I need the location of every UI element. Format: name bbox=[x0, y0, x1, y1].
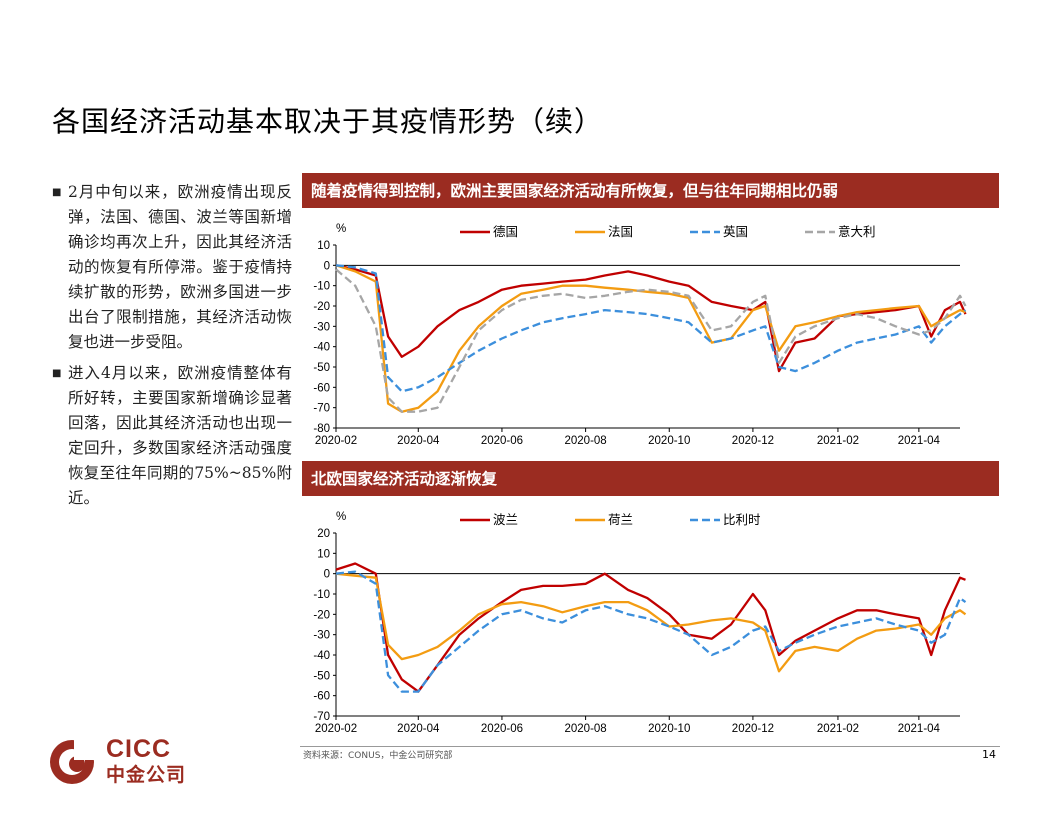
chart-1-y-tick-label: -50 bbox=[313, 362, 330, 374]
chart-2-y-tick-label: -70 bbox=[313, 711, 330, 723]
chart-1-y-tick-label: -10 bbox=[313, 281, 330, 293]
page-title: 各国经济活动基本取决于其疫情形势（续） bbox=[52, 105, 604, 138]
bullet-text: 2月中旬以来，欧洲疫情出现反弹，法国、德国、波兰等国新增确诊均再次上升，因此其经… bbox=[68, 183, 292, 351]
chart-1-y-unit-label: % bbox=[336, 223, 346, 235]
chart-1-x-tick-label: 2020-12 bbox=[732, 435, 774, 447]
chart-2-legend-label-3: 比利时 bbox=[723, 512, 761, 527]
chart-2-x-tick-label: 2021-02 bbox=[817, 723, 859, 735]
chart-1-legend-label-1: 德国 bbox=[493, 224, 518, 239]
chart-1-series-line-1 bbox=[335, 264, 967, 373]
bullet-square-icon: ■ bbox=[52, 187, 62, 198]
chart-1-x-tick-label: 2020-10 bbox=[648, 435, 690, 447]
chart-2-y-tick-label: 20 bbox=[317, 528, 330, 540]
chart-2-y-tick-label: -30 bbox=[313, 630, 330, 642]
source-note: 资料来源：CONUS，中金公司研究部 bbox=[303, 751, 453, 761]
chart-2-y-tick-label: 10 bbox=[317, 548, 330, 560]
chart-1-y-tick-label: -30 bbox=[313, 321, 330, 333]
chart-2-y-tick-label: -60 bbox=[313, 691, 330, 703]
chart-2-y-tick-label: -40 bbox=[313, 650, 330, 662]
chart-1: 10 0 -10 -20 -30 -40 -50 -60 -70 -80% 2020-02 2020-… bbox=[313, 223, 967, 447]
chart-2-y-tick-label: -10 bbox=[313, 589, 330, 601]
chart-2-legend-label-2: 荷兰 bbox=[608, 512, 633, 527]
logo-text-cn: 中金公司 bbox=[106, 764, 187, 786]
chart-2-y-unit-label: % bbox=[336, 511, 346, 523]
chart-2-series-line-1 bbox=[335, 562, 966, 693]
chart-2-legend-label-1: 波兰 bbox=[493, 512, 518, 527]
chart-2-y-tick-label: -50 bbox=[313, 670, 330, 682]
chart-1-y-tick-label: -40 bbox=[313, 342, 330, 354]
bullet-item: ■ 2月中旬以来，欧洲疫情出现反弹，法国、德国、波兰等国新增确诊均再次上升，因此… bbox=[52, 180, 292, 355]
bullet-text: 进入4月以来，欧洲疫情整体有所好转，主要国家新增确诊显著回落，因此其经济活动也出… bbox=[68, 364, 292, 507]
chart-2-title: 北欧国家经济活动逐渐恢复 bbox=[302, 461, 999, 496]
chart-2-x-tick-label: 2020-02 bbox=[315, 723, 357, 735]
chart-1-y-tick-label: -20 bbox=[313, 301, 330, 313]
chart-1-legend-label-4: 意大利 bbox=[838, 224, 876, 239]
chart-2-y-tick-label: -20 bbox=[313, 609, 330, 621]
chart-2-x-tick-label: 2021-04 bbox=[898, 723, 941, 735]
chart-2-x-tick-label: 2020-10 bbox=[648, 723, 690, 735]
chart-2-x-tick-label: 2020-06 bbox=[481, 723, 523, 735]
chart-2-x-tick-label: 2020-12 bbox=[732, 723, 774, 735]
footer-divider bbox=[300, 746, 1000, 747]
chart-1-x-tick-label: 2021-04 bbox=[898, 435, 941, 447]
chart-1-title: 随着疫情得到控制，欧洲主要国家经济活动有所恢复，但与往年同期相比仍弱 bbox=[302, 173, 999, 208]
chart-1-series-line-4 bbox=[335, 268, 967, 413]
bullet-item: ■ 进入4月以来，欧洲疫情整体有所好转，主要国家新增确诊显著回落，因此其经济活动… bbox=[52, 361, 292, 511]
chart-2-y-tick-label: 0 bbox=[324, 569, 330, 581]
chart-2-series-line-3 bbox=[335, 570, 967, 693]
chart-1-x-tick-label: 2020-02 bbox=[315, 435, 357, 447]
chart-1-x-tick-label: 2021-02 bbox=[817, 435, 859, 447]
chart-1-series-line-3 bbox=[335, 264, 967, 393]
chart-1-y-tick-label: 10 bbox=[317, 240, 330, 252]
chart-1-x-tick-label: 2020-08 bbox=[564, 435, 606, 447]
chart-1-y-tick-label: -60 bbox=[313, 382, 330, 394]
chart-1-legend-label-3: 英国 bbox=[723, 224, 748, 239]
chart-2-x-tick-label: 2020-04 bbox=[397, 723, 440, 735]
bullet-list: ■ 2月中旬以来，欧洲疫情出现反弹，法国、德国、波兰等国新增确诊均再次上升，因此… bbox=[52, 180, 292, 517]
page-number: 14 bbox=[982, 748, 996, 761]
chart-1-series-line-2 bbox=[335, 264, 966, 413]
chart-2-x-tick-label: 2020-08 bbox=[564, 723, 606, 735]
chart-1-legend-label-2: 法国 bbox=[608, 224, 633, 239]
chart-2-series-line-2 bbox=[335, 572, 967, 673]
cicc-logo-icon bbox=[50, 738, 104, 784]
chart-1-x-tick-label: 2020-06 bbox=[481, 435, 523, 447]
chart-1-x-tick-label: 2020-04 bbox=[397, 435, 440, 447]
chart-1-y-tick-label: -80 bbox=[313, 423, 330, 435]
bullet-square-icon: ■ bbox=[52, 368, 62, 379]
chart-2: 20 10 0 -10 -20 -30 -40 -50 -60 -70% 2020-02 2020-0… bbox=[313, 511, 967, 735]
chart-1-y-tick-label: 0 bbox=[324, 260, 330, 272]
logo-text-en: CICC bbox=[106, 735, 172, 763]
chart-1-y-tick-label: -70 bbox=[313, 403, 330, 415]
